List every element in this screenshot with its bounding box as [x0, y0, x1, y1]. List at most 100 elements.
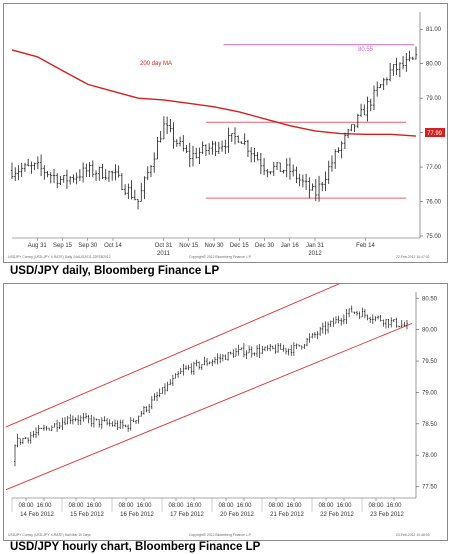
- hourly-chart: 80.50 80.00 79.50 79.00 78.50 78.00 77.50 08:0…: [5, 284, 438, 537]
- price-bar: [101, 164, 104, 179]
- price-bar: [262, 157, 266, 176]
- price-bar: [379, 84, 382, 88]
- price-bar: [175, 139, 179, 147]
- price-bar: [277, 342, 280, 353]
- price-bar: [334, 316, 337, 324]
- price-bar: [385, 77, 389, 86]
- price-bar: [332, 317, 335, 327]
- x-tick-label: 08:00: [118, 503, 134, 509]
- price-bar: [278, 162, 282, 172]
- channel-lower-line: [5, 322, 413, 491]
- x-tick-label: 16:00: [36, 503, 52, 509]
- x-tick-label: Nov 30: [204, 243, 224, 249]
- price-bar: [43, 165, 46, 180]
- price-bar: [87, 414, 90, 424]
- price-bar: [190, 363, 193, 375]
- price-bar: [65, 169, 69, 189]
- price-bar: [145, 406, 148, 413]
- x-tick-label: Jan 31: [306, 243, 325, 249]
- y-tick-label: 77.50: [422, 485, 438, 491]
- price-bar: [182, 363, 185, 376]
- price-bar: [119, 419, 122, 429]
- x-tick-label: 16:00: [286, 503, 302, 509]
- price-bar: [169, 118, 172, 133]
- price-bar: [171, 374, 174, 387]
- price-bar: [295, 166, 298, 184]
- price-bar: [124, 424, 127, 428]
- price-bar: [266, 345, 269, 351]
- price-bar: [398, 325, 401, 328]
- x-tick-label: 08:00: [68, 503, 84, 509]
- price-bar: [382, 77, 385, 90]
- price-bar: [88, 162, 91, 178]
- price-bar: [162, 116, 166, 140]
- price-bar: [308, 333, 311, 343]
- price-bar: [306, 338, 309, 347]
- y-tick-label: 77.00: [426, 165, 442, 171]
- price-bar: [387, 318, 390, 329]
- price-bar: [390, 317, 393, 328]
- hourly-chart-panel: 80.50 80.00 79.50 79.00 78.50 78.00 77.50 08:0…: [3, 283, 448, 541]
- price-bar: [23, 162, 27, 172]
- price-bar: [195, 359, 198, 367]
- price-bar: [204, 144, 208, 157]
- price-bar: [40, 427, 43, 429]
- day-label: 14 Feb 2012: [20, 512, 54, 518]
- price-bar: [77, 415, 80, 425]
- price-bar: [384, 319, 387, 329]
- price-bar: [78, 169, 82, 182]
- price-bar: [253, 147, 256, 163]
- price-bar: [362, 104, 366, 116]
- hourly-chart-caption: USD/JPY hourly chart, Bloomberg Finance …: [10, 541, 261, 553]
- price-bar: [298, 344, 301, 347]
- price-bar: [169, 379, 172, 386]
- price-bar: [319, 326, 322, 336]
- price-bar: [165, 116, 169, 135]
- price-bar: [98, 419, 101, 428]
- footer-left: USDJPY Curncy (USD-JPY X-RATE) Daily 24A…: [8, 255, 111, 259]
- price-bar: [19, 438, 22, 445]
- price-bar: [275, 162, 279, 171]
- price-bar: [337, 147, 340, 154]
- price-bar: [327, 160, 331, 184]
- x-tick-label: 08:00: [168, 503, 184, 509]
- price-bar: [187, 364, 190, 371]
- x-tick-label: Sep 15: [53, 243, 73, 249]
- price-bar: [345, 309, 348, 324]
- price-bar: [156, 137, 159, 160]
- price-bar: [20, 162, 23, 178]
- price-bar: [330, 155, 334, 172]
- price-bar: [63, 417, 66, 425]
- price-bar: [206, 358, 209, 366]
- price-bar: [371, 314, 374, 325]
- price-bar: [198, 147, 201, 164]
- price-bar: [234, 347, 237, 357]
- price-bar: [379, 314, 382, 322]
- price-bar: [395, 57, 398, 75]
- price-bar: [111, 421, 114, 427]
- price-bar: [230, 133, 234, 142]
- price-bar: [369, 98, 373, 112]
- price-bar: [203, 356, 206, 366]
- price-bar: [353, 311, 356, 314]
- price-bar: [348, 308, 351, 318]
- day-label: 21 Feb 2012: [270, 512, 304, 518]
- year-label: 2011: [157, 251, 171, 257]
- price-bar: [350, 124, 353, 132]
- price-bar: [26, 158, 30, 167]
- price-bar: [282, 169, 285, 174]
- price-bar: [110, 170, 114, 181]
- x-tick-label: 08:00: [268, 503, 284, 509]
- price-bar: [250, 346, 253, 358]
- price-bar: [236, 135, 240, 143]
- price-bar: [400, 320, 403, 328]
- y-tick-label: 76.00: [426, 200, 442, 206]
- price-bar: [129, 417, 132, 431]
- price-bar: [271, 345, 274, 350]
- price-bar: [374, 316, 377, 322]
- price-bar: [53, 423, 56, 428]
- price-bar: [398, 62, 402, 78]
- x-tick-label: 16:00: [136, 503, 152, 509]
- price-bar: [317, 175, 321, 202]
